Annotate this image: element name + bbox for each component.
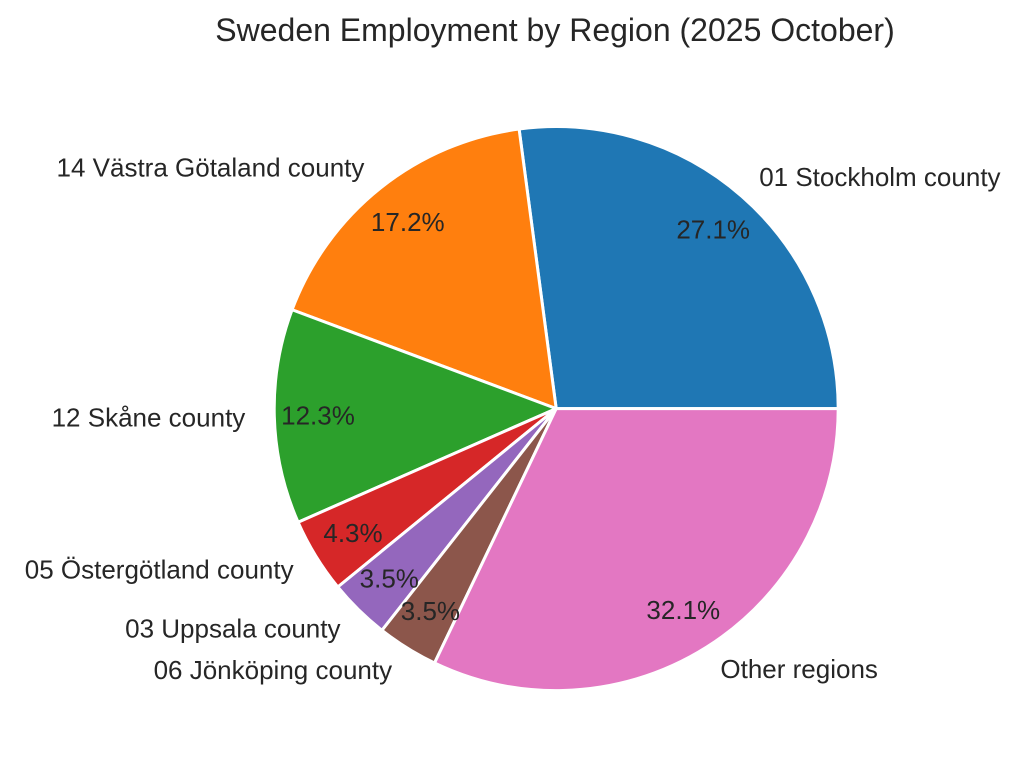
- svg-text:05 Östergötland county: 05 Östergötland county: [25, 555, 294, 585]
- svg-text:03 Uppsala county: 03 Uppsala county: [125, 613, 340, 643]
- svg-text:06 Jönköping county: 06 Jönköping county: [154, 655, 393, 685]
- svg-text:01 Stockholm county: 01 Stockholm county: [759, 162, 1000, 192]
- svg-text:14 Västra Götaland county: 14 Västra Götaland county: [57, 153, 365, 183]
- svg-text:32.1%: 32.1%: [646, 595, 720, 625]
- svg-text:3.5%: 3.5%: [360, 564, 419, 594]
- svg-text:Other regions: Other regions: [720, 654, 878, 684]
- svg-text:3.5%: 3.5%: [401, 596, 460, 626]
- svg-text:17.2%: 17.2%: [371, 207, 445, 237]
- svg-text:12.3%: 12.3%: [281, 400, 355, 430]
- svg-text:4.3%: 4.3%: [323, 518, 382, 548]
- svg-text:Sweden Employment by Region (2: Sweden Employment by Region (2025 Octobe…: [215, 12, 894, 48]
- svg-text:12 Skåne county: 12 Skåne county: [52, 402, 246, 432]
- svg-text:27.1%: 27.1%: [676, 214, 750, 244]
